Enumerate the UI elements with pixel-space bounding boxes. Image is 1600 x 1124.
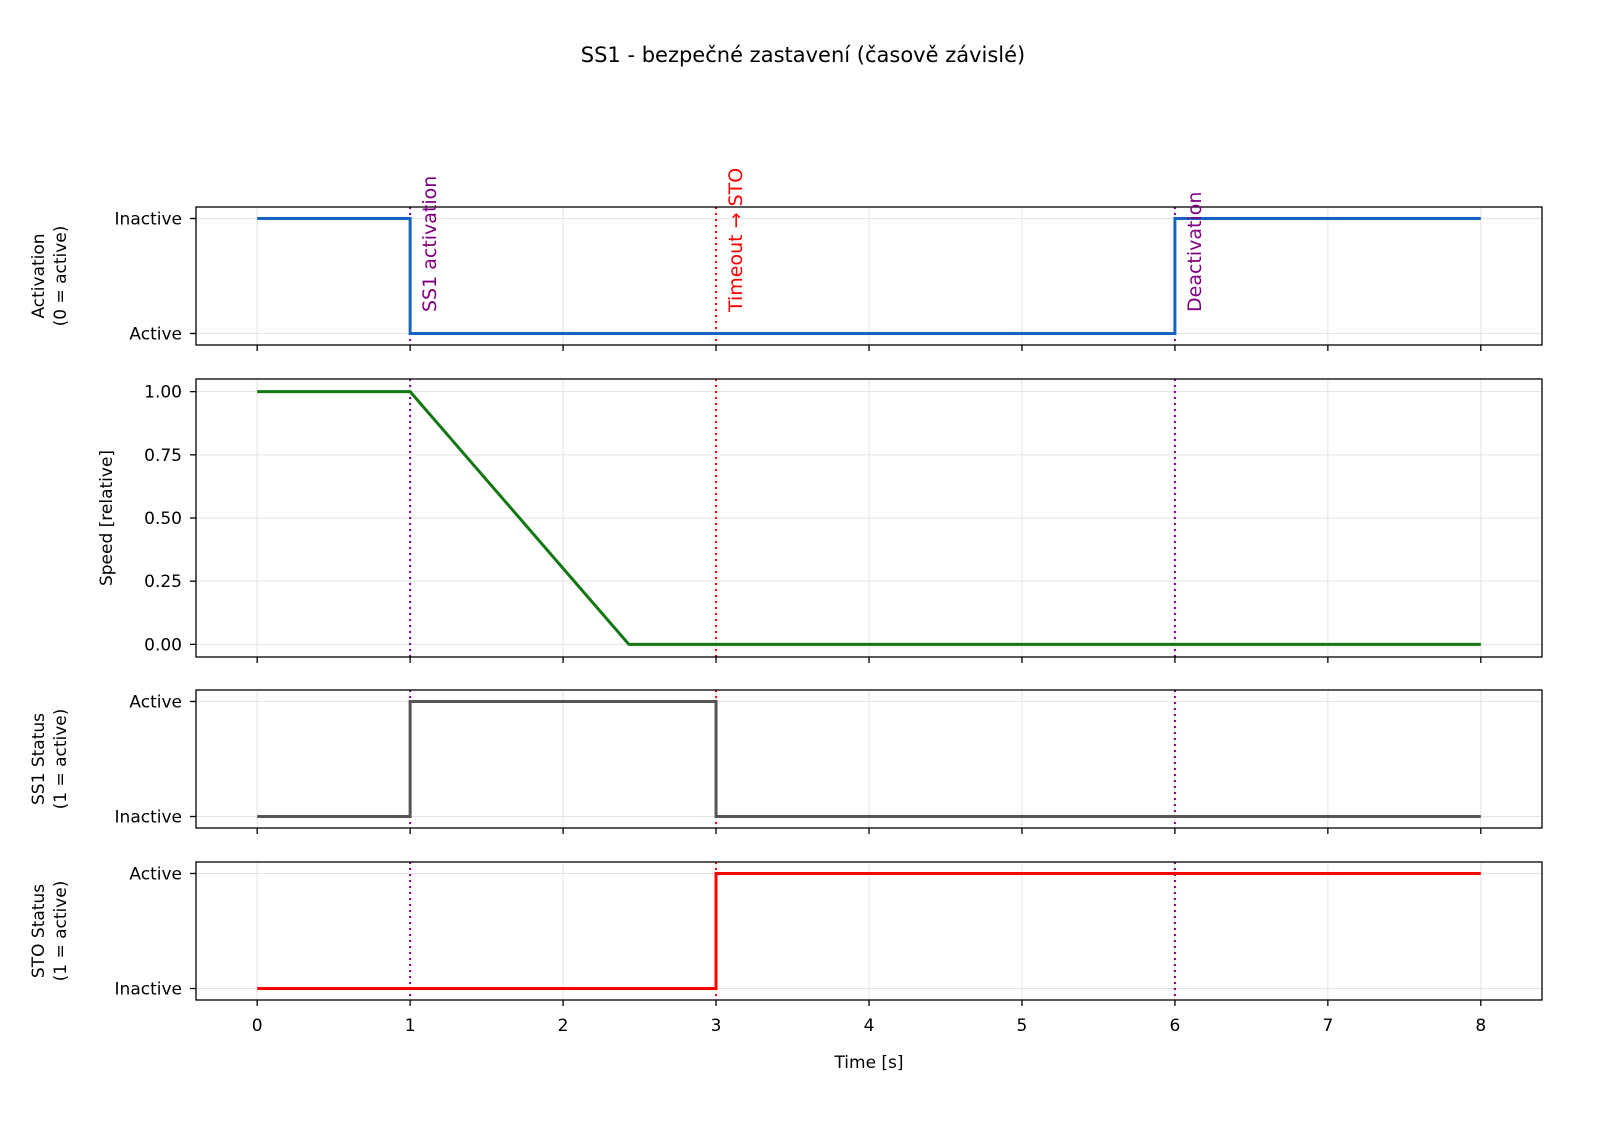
- panel-3: Inactive Active SS1 Status (1 = active): [29, 689, 1543, 834]
- x-tick-label: 2: [558, 1016, 569, 1036]
- series-line: [257, 872, 1481, 990]
- event-annotation: Timeout → STO: [725, 168, 747, 313]
- y-tick-label: Active: [129, 865, 182, 885]
- y-axis-label: SS1 Status (1 = active): [29, 709, 71, 810]
- x-tick-label: 7: [1322, 1016, 1333, 1036]
- chart-title: SS1 - bezpečné zastavení (časově závislé…: [581, 43, 1026, 67]
- y-axis-label: Speed [relative]: [97, 450, 117, 586]
- series-line: [257, 700, 1481, 818]
- y-axis-label-line: Speed [relative]: [97, 450, 117, 586]
- panel-2: 0.00 0.25 0.50 0.75 1.00 Speed [relative]: [97, 378, 1543, 663]
- y-tick-label: 0.75: [144, 446, 182, 466]
- x-tick-label: 8: [1475, 1016, 1486, 1036]
- x-tick-label: 1: [405, 1016, 416, 1036]
- y-tick-label: 0.00: [144, 635, 182, 655]
- y-axis-label-line: STO Status: [29, 884, 49, 978]
- x-tick-label: 4: [864, 1016, 875, 1036]
- event-annotation: SS1 activation: [419, 176, 441, 312]
- y-tick-label: 0.25: [144, 572, 182, 592]
- y-tick-label: Active: [129, 325, 182, 345]
- y-axis-label-line: (1 = active): [51, 881, 71, 982]
- y-axis-label-line: Activation: [29, 233, 49, 318]
- y-axis-label: Activation (0 = active): [29, 226, 71, 327]
- y-tick-label: 0.50: [144, 509, 182, 529]
- x-axis-label: Time [s]: [833, 1053, 903, 1073]
- panel-1: Active Inactive Activation (0 = active): [29, 206, 1543, 351]
- y-tick-label: Active: [129, 693, 182, 713]
- series-line: [257, 217, 1481, 335]
- y-axis-label: STO Status (1 = active): [29, 881, 71, 982]
- x-tick-label: 5: [1017, 1016, 1028, 1036]
- y-axis-label-line: SS1 Status: [29, 713, 49, 805]
- x-tick-label: 6: [1169, 1016, 1180, 1036]
- y-tick-label: Inactive: [115, 980, 182, 1000]
- y-axis-label-line: (1 = active): [51, 709, 71, 810]
- y-tick-label: Inactive: [115, 210, 182, 230]
- y-tick-label: 1.00: [144, 383, 182, 403]
- x-tick-label: 3: [711, 1016, 722, 1036]
- panel-4: 0 1 2 3 4 5 6 7 8 Inactive Active STO Status (1 = ac…: [29, 861, 1543, 1036]
- x-tick-label: 0: [252, 1016, 263, 1036]
- event-annotation: Deactivation: [1184, 192, 1206, 312]
- series-line: [257, 390, 1481, 646]
- y-tick-label: Inactive: [115, 808, 182, 828]
- y-axis-label-line: (0 = active): [51, 226, 71, 327]
